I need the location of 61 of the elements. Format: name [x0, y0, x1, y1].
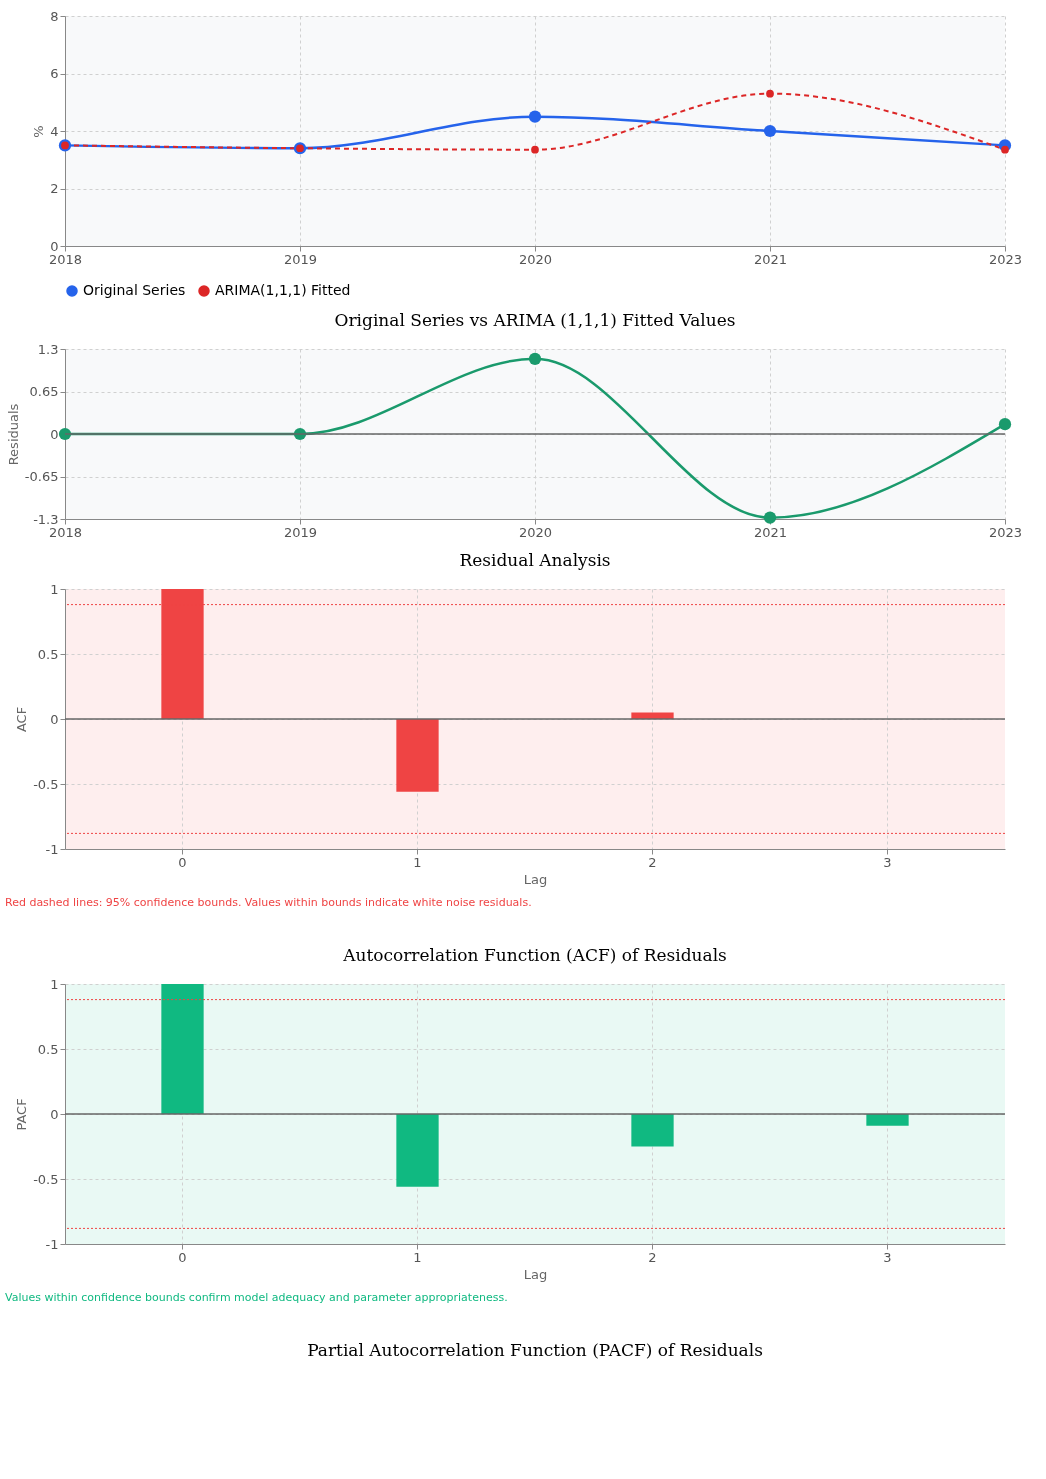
text: Red dashed lines: 95% confidence bounds. Values within bounds indicate white noise residuals. — [5, 896, 532, 909]
y-tick-label: 0 — [50, 1106, 59, 1122]
y-tick-label: 0 — [50, 426, 59, 442]
x-tick-label: 2021 — [753, 251, 788, 267]
x-tick-label: 2018 — [48, 251, 83, 267]
x-tick-label: 2 — [648, 854, 657, 870]
y-tick-label: 8 — [50, 8, 59, 24]
x-tick-label: 2019 — [283, 524, 318, 540]
legend-label: ARIMA(1,1,1) Fitted — [215, 282, 351, 298]
x-tick-label: 2023 — [988, 524, 1023, 540]
point — [1001, 145, 1009, 154]
x-tick-label: 2019 — [283, 251, 318, 267]
point — [763, 511, 777, 524]
x-tick-label: 2 — [648, 1249, 657, 1265]
legend-label: Original Series — [83, 282, 186, 298]
y-tick-label: 1.3 — [37, 341, 59, 357]
point — [528, 110, 542, 123]
y-tick-label: 0.5 — [37, 1041, 59, 1057]
y-tick-label: 1 — [50, 976, 59, 992]
x-axis-title: Lag — [523, 871, 548, 887]
y-tick-label: 2 — [50, 181, 59, 196]
y-tick-label: -0.5 — [33, 1171, 59, 1187]
point — [763, 124, 777, 138]
x-tick-label: 1 — [413, 1249, 422, 1265]
point — [528, 352, 542, 365]
text: Partial Autocorrelation Function (PACF) of Residuals — [307, 1340, 763, 1360]
y-tick-label: -0.5 — [33, 776, 59, 792]
y-tick-label: 6 — [50, 66, 59, 81]
y-axis-title: ACF — [14, 706, 30, 733]
y-axis-title: Residuals — [5, 403, 21, 466]
y-tick-label: 1 — [50, 581, 59, 597]
y-tick-label: 4 — [50, 123, 59, 139]
point — [531, 145, 539, 154]
x-tick-label: 0 — [178, 1249, 187, 1265]
y-tick-label: 0 — [50, 711, 59, 727]
x-tick-label: 0 — [178, 854, 187, 870]
text: Residual Analysis — [459, 550, 611, 570]
x-tick-label: 3 — [883, 1249, 892, 1265]
point — [766, 89, 774, 98]
x-axis-title: Lag — [523, 1266, 548, 1282]
x-tick-label: 2020 — [518, 251, 553, 267]
y-tick-label: -1 — [45, 1236, 59, 1252]
y-tick-label: 0.65 — [29, 384, 59, 399]
point — [998, 418, 1012, 431]
y-tick-label: -1.3 — [33, 511, 59, 527]
y-tick-label: -1 — [45, 841, 59, 857]
text: Autocorrelation Function (ACF) of Residuals — [342, 945, 727, 965]
y-tick-label: 0.5 — [37, 646, 59, 662]
x-tick-label: 2018 — [48, 524, 83, 540]
y-tick-label: -0.65 — [24, 469, 59, 484]
y-axis-title: PACF — [14, 1098, 30, 1131]
x-tick-label: 1 — [413, 854, 422, 870]
y-tick-label: 0 — [50, 238, 59, 254]
x-tick-label: 3 — [883, 854, 892, 870]
bar — [396, 719, 439, 792]
text: Original Series vs ARIMA (1,1,1) Fitted Values — [334, 310, 736, 330]
x-tick-label: 2023 — [988, 251, 1023, 267]
x-tick-label: 2020 — [518, 524, 553, 540]
x-tick-label: 2021 — [753, 524, 788, 540]
y-axis-title: % — [31, 125, 47, 138]
text: Values within confidence bounds confirm model adequacy and parameter appropriateness. — [5, 1291, 508, 1304]
